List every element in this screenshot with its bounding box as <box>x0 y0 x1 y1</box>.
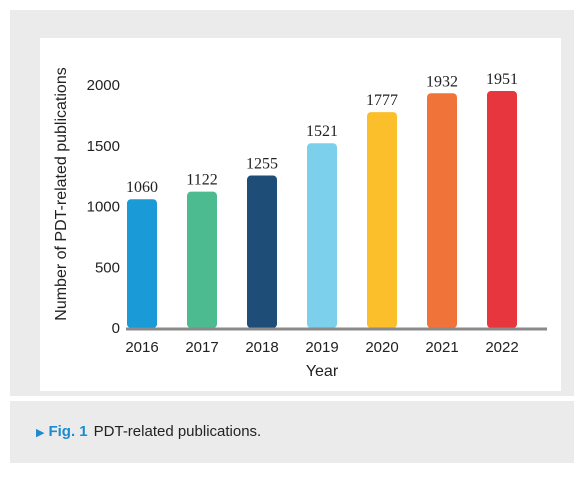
data-label-2022: 1951 <box>486 71 518 88</box>
bar-2016 <box>127 199 157 328</box>
bar-2021 <box>427 93 457 329</box>
x-tick-label: 2019 <box>305 339 338 356</box>
data-label-2017: 1122 <box>186 172 217 189</box>
y-tick-label: 2000 <box>87 77 120 94</box>
y-tick-label: 500 <box>95 259 120 276</box>
caption-bar: ▶ Fig. 1 PDT-related publications. <box>10 401 574 463</box>
data-labels: 1060 1122 1255 1521 1777 1932 1951 <box>126 71 518 196</box>
figure-caption: ▶ Fig. 1 PDT-related publications. <box>36 423 261 440</box>
data-label-2019: 1521 <box>306 123 338 140</box>
y-tick-label: 1000 <box>87 199 120 216</box>
x-tick-label: 2018 <box>245 339 278 356</box>
y-tick-label: 0 <box>112 320 120 337</box>
bar-2017 <box>187 191 217 328</box>
data-label-2016: 1060 <box>126 179 158 196</box>
caption-arrow-icon: ▶ <box>36 427 45 439</box>
y-axis-ticks: 0 500 1000 1500 2000 <box>87 77 120 337</box>
x-tick-label: 2016 <box>125 339 158 356</box>
bar-2020 <box>367 112 397 328</box>
bar-chart: 0 500 1000 1500 2000 1060 1122 1255 1521 1777 193… <box>53 67 547 380</box>
x-axis-ticks: 2016 2017 2018 2019 2020 2021 2022 <box>125 339 518 356</box>
figure-frame: 0 500 1000 1500 2000 1060 1122 1255 1521 1777 193… <box>10 10 574 396</box>
data-label-2021: 1932 <box>426 73 458 90</box>
y-axis-title: Number of PDT-related publications <box>53 67 70 320</box>
x-tick-label: 2021 <box>425 339 458 356</box>
data-label-2020: 1777 <box>366 92 398 109</box>
x-tick-label: 2020 <box>365 339 398 356</box>
x-tick-label: 2022 <box>485 339 518 356</box>
bar-2019 <box>307 143 337 328</box>
y-tick-label: 1500 <box>87 138 120 155</box>
x-tick-label: 2017 <box>185 339 218 356</box>
figure-number: Fig. 1 <box>48 423 88 440</box>
chart-panel: 0 500 1000 1500 2000 1060 1122 1255 1521 1777 193… <box>40 38 561 391</box>
bar-2022 <box>487 90 517 329</box>
bar-2018 <box>247 175 277 328</box>
data-label-2018: 1255 <box>246 156 278 173</box>
caption-text: PDT-related publications. <box>93 423 262 440</box>
bars <box>127 90 517 329</box>
x-axis-title: Year <box>306 363 339 380</box>
